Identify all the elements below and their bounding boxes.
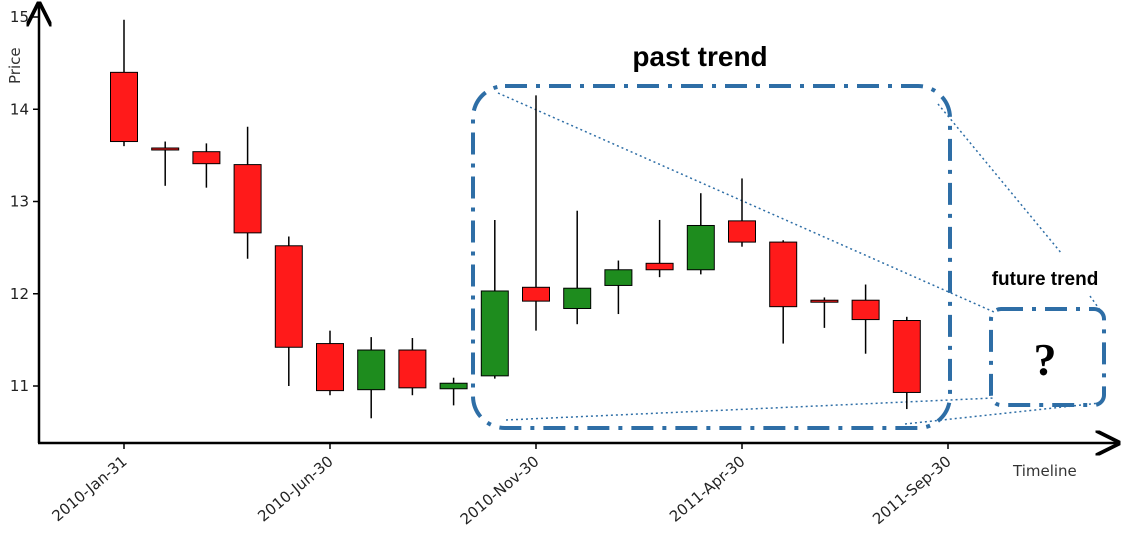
y-tick-label: 15 (10, 8, 29, 26)
projection-line-upper (497, 92, 995, 313)
candle (851, 284, 880, 354)
candle-body-down (728, 220, 756, 243)
y-axis-label: Price (6, 47, 24, 84)
candle-body-up (480, 290, 509, 377)
candle-body-down (769, 241, 798, 308)
future-trend-label: future trend (992, 269, 1099, 290)
x-tick-label: 2010-Jan-31 (48, 452, 130, 525)
x-tick-label: 2010-Nov-30 (457, 452, 543, 528)
candle-body-down (398, 349, 427, 389)
candle-body-down (274, 245, 303, 348)
candle (274, 236, 303, 386)
candle (810, 297, 839, 328)
candle-body-down (851, 299, 880, 321)
candle (398, 338, 427, 396)
x-tick-label: 2010-Jun-30 (254, 452, 336, 525)
candle (151, 141, 180, 186)
candle-body-down (522, 286, 550, 302)
candle-body-up (604, 269, 633, 286)
candle-body-down (110, 71, 138, 143)
y-tick-label: 14 (10, 100, 29, 118)
candle (480, 219, 509, 379)
x-tick-label: 2011-Sep-30 (869, 452, 954, 528)
y-tick-label: 13 (10, 193, 29, 211)
candle (728, 178, 756, 247)
candle-body-up (357, 349, 386, 391)
y-tick-label: 11 (10, 377, 29, 395)
candle-body-down (645, 262, 674, 271)
candle-body-down (151, 147, 180, 151)
x-tick-label: 2011-Apr-30 (666, 452, 749, 525)
candle-body-up (686, 224, 715, 271)
candle (357, 337, 386, 419)
candle (892, 316, 921, 410)
candle (110, 19, 138, 147)
projection-line-bottom (904, 402, 1101, 425)
candle-body-down (810, 299, 839, 303)
candle (316, 330, 344, 396)
candle-body-down (316, 343, 344, 392)
candle-body-up (563, 287, 592, 310)
question-mark: ? (1034, 334, 1057, 385)
candle (604, 260, 633, 315)
candle-body-down (233, 164, 262, 234)
x-axis-label: Timeline (1012, 462, 1077, 480)
projection-line-lower (505, 397, 995, 421)
candle-body-down (892, 320, 921, 393)
candle (439, 377, 468, 406)
candle-body-up (439, 382, 468, 390)
projection-line-top (937, 103, 1063, 255)
candle (192, 143, 221, 188)
candle (686, 193, 715, 275)
candle-body-down (192, 151, 221, 165)
candle (769, 240, 798, 344)
y-tick-label: 12 (10, 285, 29, 303)
candle (563, 210, 592, 325)
future-trend-frame (989, 307, 1106, 407)
candle (233, 126, 262, 259)
candle (522, 95, 550, 331)
past-trend-label: past trend (632, 41, 767, 72)
candle (645, 219, 674, 278)
